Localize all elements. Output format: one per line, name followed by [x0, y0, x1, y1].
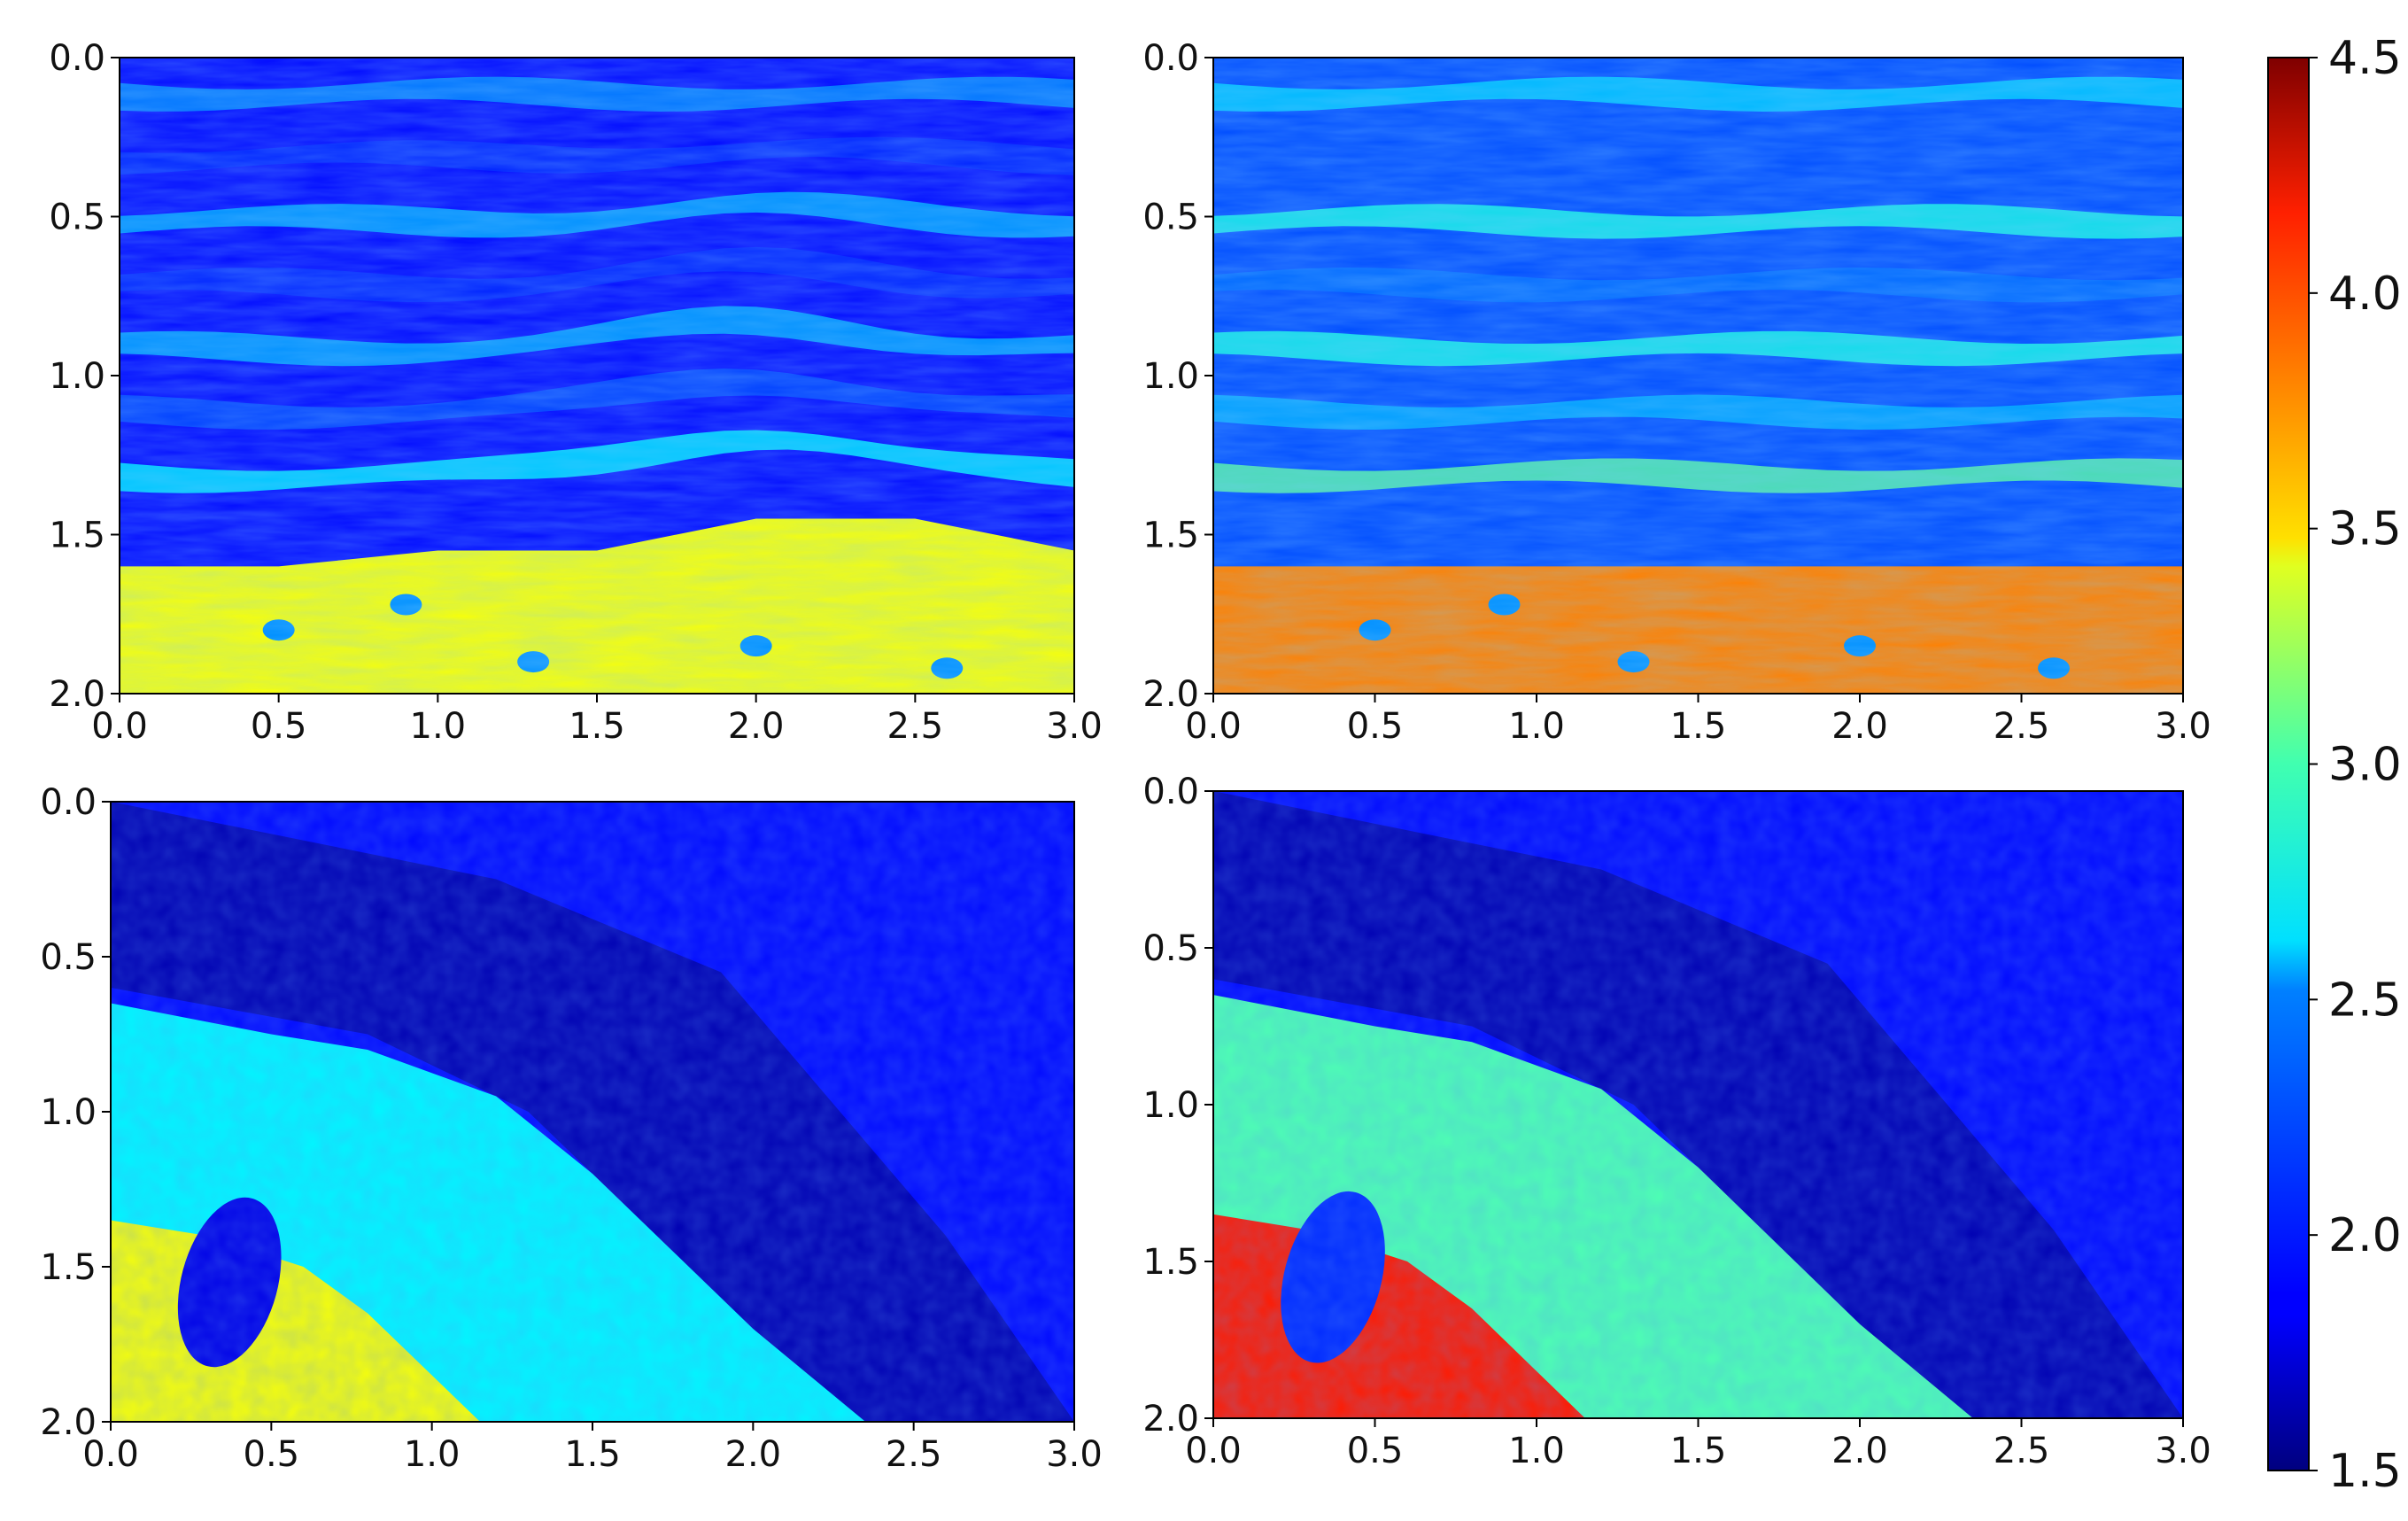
x-tick-label: 1.5	[564, 1434, 621, 1475]
panel-top-left: 0.0 0.5 1.0 1.5 2.0 2.5 3.0 0.0 0.5 1.0 1.5 2.0	[49, 38, 1102, 747]
y-tick-label: 2.0	[1142, 674, 1199, 715]
y-tick-label: 2.0	[40, 1402, 97, 1443]
heatmap-image	[1213, 791, 2183, 1418]
y-tick-label: 0.5	[1142, 928, 1199, 969]
y-tick-label: 0.0	[1142, 38, 1199, 79]
texture	[1213, 58, 2183, 694]
heatmap-image	[1213, 58, 2183, 694]
colorbar: 1.5 2.0 2.5 3.0 3.5 4.0 4.5	[2267, 32, 2402, 1498]
y-tick-label: 1.5	[40, 1247, 97, 1288]
x-tick-label: 1.5	[1670, 1431, 1727, 1471]
y-tick-label: 0.0	[49, 38, 105, 79]
colorbar-gradient	[2267, 57, 2310, 1471]
texture	[1213, 791, 2183, 1418]
colorbar-tick-label: 3.0	[2328, 739, 2402, 792]
colorbar-tick-label: 4.5	[2328, 32, 2402, 85]
x-tick-label: 2.0	[725, 1434, 782, 1475]
colorbar-tick-label: 2.0	[2328, 1209, 2402, 1262]
x-tick-label: 2.5	[1994, 706, 2050, 747]
y-tick-label: 1.0	[1142, 1085, 1199, 1126]
x-tick-label: 0.0	[1185, 1431, 1242, 1471]
x-tick-label: 0.5	[251, 706, 307, 747]
colorbar-tick-label: 1.5	[2328, 1445, 2402, 1498]
y-tick-label: 0.5	[1142, 198, 1199, 238]
x-tick-label: 3.0	[1046, 1434, 1103, 1475]
y-tick-label: 0.5	[40, 937, 97, 978]
panel-top-right: 0.0 0.5 1.0 1.5 2.0 2.5 3.0 0.0 0.5 1.0 1.5 2.0	[1142, 38, 2211, 747]
colorbar-tick-label: 2.5	[2328, 974, 2402, 1027]
x-tick-label: 2.5	[1994, 1431, 2050, 1471]
y-tick-label: 0.0	[40, 782, 97, 823]
x-tick-label: 1.5	[569, 706, 625, 747]
x-tick-label: 3.0	[2155, 1431, 2211, 1471]
x-tick-label: 0.0	[82, 1434, 139, 1475]
x-tick-label: 0.0	[91, 706, 148, 747]
x-tick-label: 1.0	[1508, 1431, 1565, 1471]
y-tick-label: 1.0	[1142, 356, 1199, 397]
y-tick-label: 2.0	[1142, 1399, 1199, 1440]
panels: 0.0 0.5 1.0 1.5 2.0 2.5 3.00.00.51.01.52.00.0 0…	[40, 38, 2211, 1475]
x-tick-label: 1.0	[410, 706, 467, 747]
colorbar-tick-label: 4.0	[2328, 268, 2402, 321]
x-tick-label: 2.5	[887, 706, 944, 747]
x-tick-label: 0.5	[1347, 1431, 1404, 1471]
panel-bottom-right: 0.0 0.5 1.0 1.5 2.0 2.5 3.0 0.0 0.5 1.0 1.5 2.0	[1142, 772, 2211, 1471]
x-tick-label: 0.0	[1185, 706, 1242, 747]
x-tick-label: 2.0	[728, 706, 785, 747]
heatmap-image	[111, 802, 1074, 1422]
x-tick-label: 1.0	[404, 1434, 461, 1475]
x-tick-label: 2.5	[886, 1434, 942, 1475]
y-tick-label: 1.0	[49, 356, 105, 397]
x-tick-label: 0.5	[1347, 706, 1404, 747]
x-tick-label: 2.0	[1831, 706, 1888, 747]
x-tick-label: 2.0	[1831, 1431, 1888, 1471]
x-tick-label: 0.5	[244, 1434, 300, 1475]
x-tick-label: 1.0	[1508, 706, 1565, 747]
y-tick-label: 1.0	[40, 1092, 97, 1133]
x-tick-label: 3.0	[2155, 706, 2211, 747]
colorbar-tick-label: 3.5	[2328, 503, 2402, 556]
x-tick-label: 1.5	[1670, 706, 1727, 747]
y-tick-label: 1.5	[1142, 1242, 1199, 1283]
y-tick-label: 1.5	[1142, 516, 1199, 556]
y-tick-label: 0.0	[1142, 772, 1199, 812]
y-tick-label: 1.5	[49, 516, 105, 556]
y-tick-label: 2.0	[49, 674, 105, 715]
panel-bottom-left: 0.0 0.5 1.0 1.5 2.0 2.5 3.0 0.0 0.5 1.0 1.5 2.0	[40, 782, 1102, 1475]
heatmap-image	[120, 58, 1074, 694]
x-tick-label: 3.0	[1046, 706, 1103, 747]
y-tick-label: 0.5	[49, 198, 105, 238]
texture	[111, 802, 1074, 1422]
texture	[120, 58, 1074, 694]
